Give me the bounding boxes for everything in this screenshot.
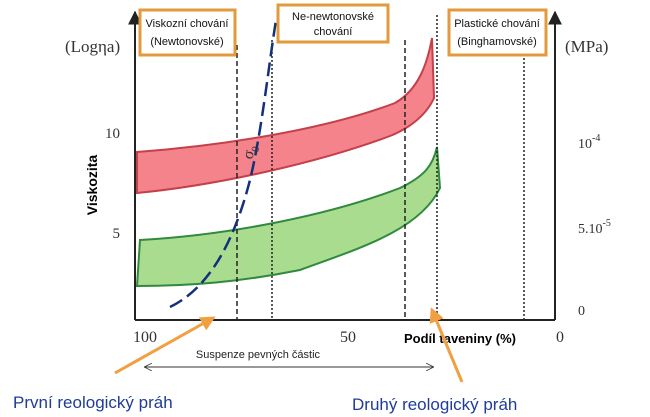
- green-band: [135, 146, 442, 288]
- bottom-tick: 100: [133, 329, 157, 346]
- left-label: Viskozita: [84, 155, 100, 216]
- left-tick: 10: [105, 126, 120, 142]
- bands: [135, 37, 442, 288]
- right-tick: 0: [578, 304, 585, 319]
- threshold-arrow: [114, 316, 216, 375]
- box-text: Ne-newtonovské: [292, 11, 374, 23]
- threshold-arrow: [429, 307, 464, 383]
- left-tick: 5: [113, 226, 121, 242]
- yield-curve: [169, 19, 278, 309]
- threshold-label: První reologický práh: [13, 393, 173, 412]
- thresholds-lines: [236, 15, 525, 320]
- left-unit: (Logηa): [65, 37, 120, 56]
- threshold-label: Druhý reologický práh: [352, 395, 517, 414]
- bottom-label: Podíl taveniny (%): [404, 331, 516, 346]
- box-texts: Viskozní chování (Newtonovské) Ne-newton…: [146, 11, 540, 48]
- boxes: [138, 3, 548, 57]
- box-text: (Newtonovské): [150, 36, 223, 48]
- right-tick: 5.10-5: [578, 218, 611, 237]
- range-label: Suspenze pevných částic: [196, 349, 321, 361]
- bottom-tick: 0: [556, 329, 564, 346]
- box-text: Viskozní chování: [146, 18, 229, 30]
- right-tick: 10-4: [578, 133, 600, 152]
- curve-label: σ0: [239, 143, 262, 162]
- right-unit: (MPa): [565, 37, 608, 56]
- box-text: chování: [314, 26, 353, 38]
- bottom-tick: 50: [340, 329, 356, 346]
- red-band: [136, 37, 436, 195]
- box-text: Plastické chování: [454, 18, 540, 30]
- box-text: (Binghamovské): [457, 36, 536, 48]
